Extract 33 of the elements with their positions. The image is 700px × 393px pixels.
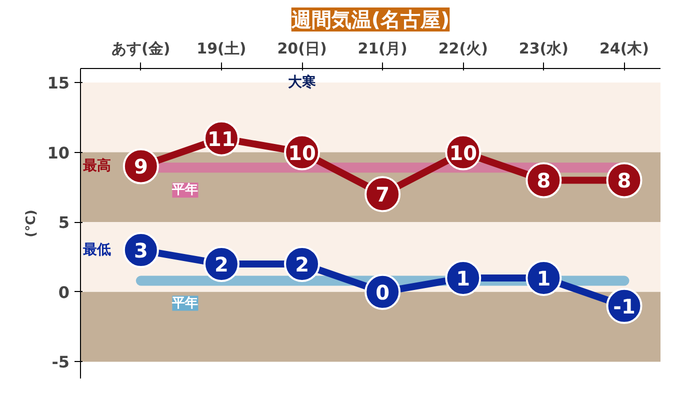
annotation: 大寒 bbox=[288, 74, 316, 90]
x-tick-label: 20(日) bbox=[277, 40, 327, 58]
series-label: 最高 bbox=[82, 157, 111, 174]
chart-title: 週間気温(名古屋) bbox=[290, 8, 450, 32]
data-label: -1 bbox=[613, 294, 636, 318]
x-tick-label: 19(土) bbox=[196, 40, 246, 58]
y-tick-label: 0 bbox=[58, 282, 70, 302]
data-label: 10 bbox=[449, 140, 478, 165]
data-label: 0 bbox=[376, 280, 390, 304]
data-label: 8 bbox=[617, 168, 632, 193]
y-tick-label: 10 bbox=[47, 143, 70, 162]
x-tick-label: 22(火) bbox=[438, 40, 488, 58]
data-label: 8 bbox=[536, 168, 551, 193]
data-label: 11 bbox=[208, 126, 236, 151]
data-label: 1 bbox=[456, 266, 470, 290]
y-tick-label: 15 bbox=[47, 73, 70, 92]
y-tick-label: -5 bbox=[52, 352, 70, 372]
series-label: 平年 bbox=[171, 296, 198, 311]
x-tick-label: 23(水) bbox=[518, 40, 568, 58]
y-tick-label: 5 bbox=[58, 213, 70, 232]
data-label: 7 bbox=[376, 182, 390, 207]
data-label: 3 bbox=[134, 238, 148, 263]
data-label: 2 bbox=[214, 252, 228, 276]
x-tick-label: 21(月) bbox=[358, 40, 408, 58]
series-label: 最低 bbox=[82, 242, 111, 258]
data-label: 9 bbox=[134, 154, 148, 179]
data-label: 10 bbox=[288, 140, 316, 165]
series-label: 平年 bbox=[171, 182, 198, 198]
data-label: 2 bbox=[295, 252, 309, 276]
data-label: 1 bbox=[536, 266, 551, 290]
y-axis-title: (℃) bbox=[24, 210, 40, 238]
x-tick-label: あす(金) bbox=[112, 40, 170, 58]
x-tick-label: 24(木) bbox=[599, 40, 650, 58]
